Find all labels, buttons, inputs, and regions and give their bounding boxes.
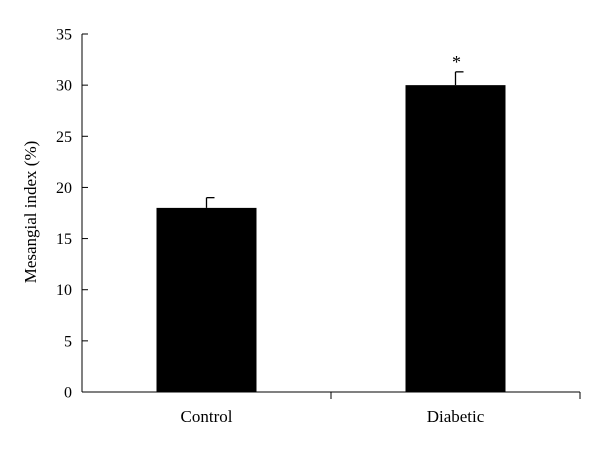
y-axis-title: Mesangial index (%) (21, 141, 40, 284)
y-tick-label: 20 (56, 180, 72, 197)
bar-diabetic (405, 85, 506, 393)
y-tick-label: 0 (64, 385, 72, 402)
x-category-label: Control (181, 407, 233, 426)
y-tick-label: 25 (56, 129, 72, 146)
plot-area: 0 5 10 15 20 25 30 35 Control * Diabetic (56, 27, 581, 426)
y-tick-label: 30 (56, 78, 72, 95)
y-tick-label: 15 (56, 231, 72, 248)
y-tick-label: 35 (56, 27, 72, 44)
y-tick-label: 5 (64, 333, 72, 350)
y-tick-label: 10 (56, 282, 72, 299)
bar-control (156, 207, 257, 392)
significance-marker: * (452, 52, 461, 72)
x-category-label: Diabetic (427, 407, 485, 426)
